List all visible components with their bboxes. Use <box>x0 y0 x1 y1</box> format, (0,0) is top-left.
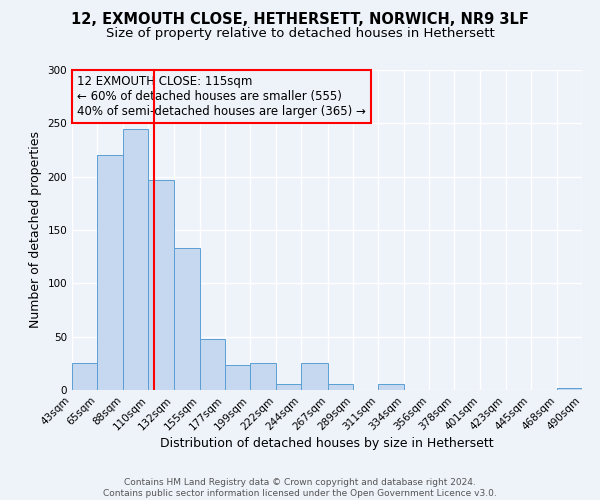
Bar <box>250 364 276 390</box>
Bar <box>557 388 582 390</box>
Text: 12, EXMOUTH CLOSE, HETHERSETT, NORWICH, NR9 3LF: 12, EXMOUTH CLOSE, HETHERSETT, NORWICH, … <box>71 12 529 28</box>
Text: Size of property relative to detached houses in Hethersett: Size of property relative to detached ho… <box>106 28 494 40</box>
Bar <box>72 364 97 390</box>
Text: 12 EXMOUTH CLOSE: 115sqm
← 60% of detached houses are smaller (555)
40% of semi-: 12 EXMOUTH CLOSE: 115sqm ← 60% of detach… <box>77 75 366 118</box>
Text: Contains HM Land Registry data © Crown copyright and database right 2024.
Contai: Contains HM Land Registry data © Crown c… <box>103 478 497 498</box>
Y-axis label: Number of detached properties: Number of detached properties <box>29 132 42 328</box>
Bar <box>378 384 404 390</box>
X-axis label: Distribution of detached houses by size in Hethersett: Distribution of detached houses by size … <box>160 438 494 450</box>
Bar <box>148 180 173 390</box>
Bar <box>225 366 250 390</box>
Bar <box>124 128 148 390</box>
Bar <box>301 364 328 390</box>
Bar <box>97 156 124 390</box>
Bar <box>276 384 301 390</box>
Bar <box>173 248 200 390</box>
Bar <box>328 384 353 390</box>
Bar <box>200 339 225 390</box>
